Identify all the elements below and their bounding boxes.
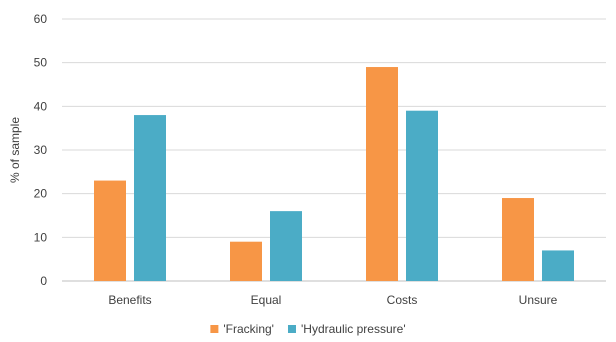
legend-label-series-2: 'Hydraulic pressure' [301, 322, 406, 336]
legend-swatch-series-1 [210, 325, 219, 333]
y-tick-label: 0 [40, 274, 47, 288]
bar-unsure-series-1 [502, 198, 534, 281]
y-axis-ticks: 0 10 20 30 40 50 60 [34, 12, 48, 288]
x-tick-label: Costs [387, 293, 418, 307]
legend: 'Fracking' 'Hydraulic pressure' [210, 322, 406, 336]
bar-costs-series-1 [366, 67, 398, 282]
bar-equal-series-1 [230, 241, 262, 281]
y-tick-label: 20 [34, 187, 48, 201]
bar-benefits-series-1 [94, 180, 126, 281]
y-tick-label: 40 [34, 99, 48, 113]
bar-benefits-series-2 [134, 115, 166, 281]
legend-label-series-1: 'Fracking' [223, 322, 274, 336]
bar-unsure-series-2 [542, 250, 574, 281]
y-tick-label: 60 [34, 12, 48, 26]
bars [94, 67, 574, 282]
x-tick-label: Unsure [519, 293, 558, 307]
y-tick-label: 10 [34, 230, 48, 244]
x-axis-ticks: Benefits Equal Costs Unsure [108, 293, 557, 307]
bar-equal-series-2 [270, 211, 302, 281]
legend-swatch-series-2 [287, 325, 296, 333]
x-tick-label: Equal [251, 293, 282, 307]
y-tick-label: 30 [34, 143, 48, 157]
bar-costs-series-2 [406, 110, 438, 281]
x-tick-label: Benefits [108, 293, 151, 307]
y-tick-label: 50 [34, 56, 48, 70]
y-axis-title: % of sample [8, 117, 22, 183]
